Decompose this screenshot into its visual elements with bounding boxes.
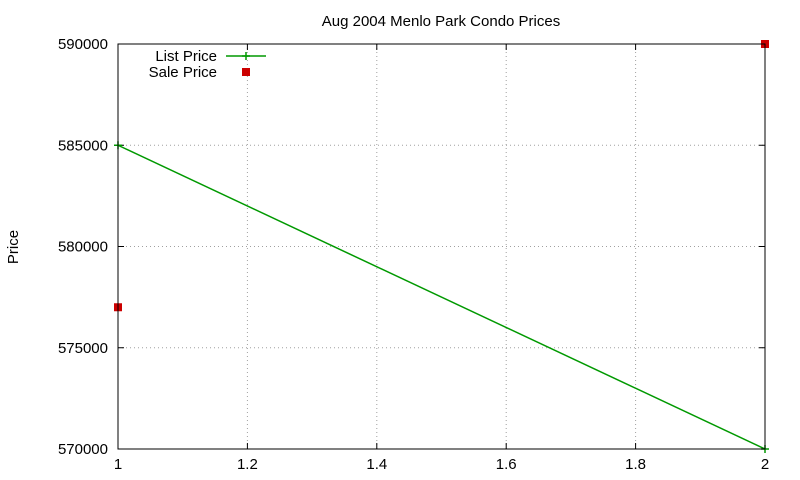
x-tick-label: 1.6 bbox=[496, 456, 517, 473]
y-tick-label: 575000 bbox=[58, 340, 108, 357]
y-tick-label: 570000 bbox=[58, 441, 108, 458]
grid bbox=[118, 44, 765, 449]
y-tick-label: 585000 bbox=[58, 137, 108, 154]
legend-swatch-marker bbox=[242, 52, 250, 60]
x-tick-label: 1.8 bbox=[625, 456, 646, 473]
tick-labels: 1 1.2 1.4 1.6 1.8 2 570000 575000 580000 585000 59… bbox=[58, 36, 769, 473]
y-axis-label: Price bbox=[5, 230, 22, 264]
chart-title: Aug 2004 Menlo Park Condo Prices bbox=[322, 13, 560, 30]
axis-ticks bbox=[117, 43, 766, 450]
x-tick-label: 1.2 bbox=[237, 456, 258, 473]
x-tick-label: 1 bbox=[114, 456, 122, 473]
list-price-line bbox=[117, 144, 766, 450]
y-tick-label: 580000 bbox=[58, 239, 108, 256]
y-tick-label: 590000 bbox=[58, 36, 108, 53]
plot-frame bbox=[117, 43, 766, 450]
legend-label: List Price bbox=[155, 48, 217, 65]
legend-swatch-marker bbox=[242, 68, 250, 76]
x-tick-label: 1.4 bbox=[366, 456, 387, 473]
x-tick-label: 2 bbox=[761, 456, 769, 473]
legend-label: Sale Price bbox=[149, 64, 217, 81]
